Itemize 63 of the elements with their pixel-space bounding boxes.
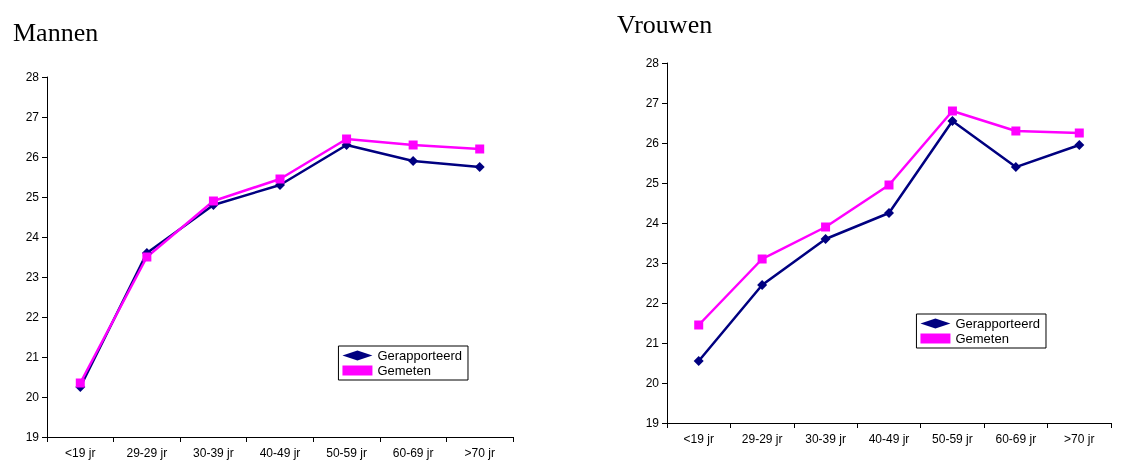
point bbox=[694, 320, 704, 330]
x-tick-label: 40-49 jr bbox=[259, 446, 301, 460]
x-tick-label: 50-59 jr bbox=[932, 432, 973, 446]
x-tick-label: 29-29 jr bbox=[741, 432, 783, 446]
y-tick-label: 27 bbox=[25, 110, 40, 124]
point bbox=[884, 208, 894, 218]
point bbox=[1074, 140, 1085, 150]
point bbox=[947, 116, 958, 126]
y-tick-label: 27 bbox=[645, 96, 660, 110]
point bbox=[474, 162, 485, 172]
x-tick-label: <19 jr bbox=[683, 432, 714, 446]
y-tick-label: 24 bbox=[25, 230, 40, 244]
point bbox=[820, 234, 831, 244]
point bbox=[757, 280, 768, 290]
point bbox=[408, 156, 419, 166]
x-tick-label: 30-39 jr bbox=[193, 446, 234, 460]
point bbox=[408, 140, 418, 150]
point bbox=[475, 144, 485, 154]
y-tick-label: 19 bbox=[25, 430, 40, 444]
point bbox=[693, 356, 704, 366]
legend-label: Gerapporteerd bbox=[955, 316, 1041, 331]
chart-title: Mannen bbox=[13, 17, 99, 47]
legend-label: Gemeten bbox=[377, 363, 431, 378]
y-tick-label: 20 bbox=[25, 390, 40, 404]
point bbox=[821, 222, 831, 232]
point bbox=[1010, 162, 1021, 172]
x-tick-label: 50-59 jr bbox=[326, 446, 367, 460]
point bbox=[947, 106, 957, 116]
point bbox=[142, 252, 152, 262]
point bbox=[342, 134, 352, 144]
x-tick-label: 60-69 jr bbox=[392, 446, 434, 460]
y-tick-label: 25 bbox=[25, 190, 40, 204]
x-tick-label: 40-49 jr bbox=[868, 432, 910, 446]
y-tick-label: 19 bbox=[645, 416, 660, 430]
y-tick-label: 22 bbox=[645, 296, 660, 310]
point bbox=[884, 180, 894, 190]
y-tick-label: 20 bbox=[645, 376, 660, 390]
point bbox=[757, 254, 767, 264]
point bbox=[208, 196, 218, 206]
x-tick-label: <19 jr bbox=[65, 446, 96, 460]
y-tick-label: 25 bbox=[645, 176, 660, 190]
x-tick-label: >70 jr bbox=[464, 446, 495, 460]
y-tick-label: 26 bbox=[645, 136, 660, 150]
y-tick-label: 24 bbox=[645, 216, 660, 230]
y-tick-label: 28 bbox=[645, 56, 660, 70]
y-tick-label: 21 bbox=[645, 336, 660, 350]
y-tick-label: 26 bbox=[25, 150, 40, 164]
point bbox=[75, 378, 85, 388]
x-tick-label: >70 jr bbox=[1064, 432, 1095, 446]
x-tick-label: 60-69 jr bbox=[995, 432, 1037, 446]
legend-label: Gemeten bbox=[955, 331, 1009, 346]
legend-label: Gerapporteerd bbox=[377, 348, 463, 363]
y-tick-label: 28 bbox=[25, 70, 40, 84]
x-tick-label: 29-29 jr bbox=[126, 446, 168, 460]
point bbox=[1011, 126, 1021, 136]
y-tick-label: 23 bbox=[645, 256, 660, 270]
y-tick-label: 22 bbox=[25, 310, 40, 324]
y-tick-label: 23 bbox=[25, 270, 40, 284]
point bbox=[275, 174, 285, 184]
y-tick-label: 21 bbox=[25, 350, 40, 364]
chart-title: Vrouwen bbox=[617, 9, 713, 39]
x-tick-label: 30-39 jr bbox=[805, 432, 846, 446]
point bbox=[1074, 128, 1084, 138]
